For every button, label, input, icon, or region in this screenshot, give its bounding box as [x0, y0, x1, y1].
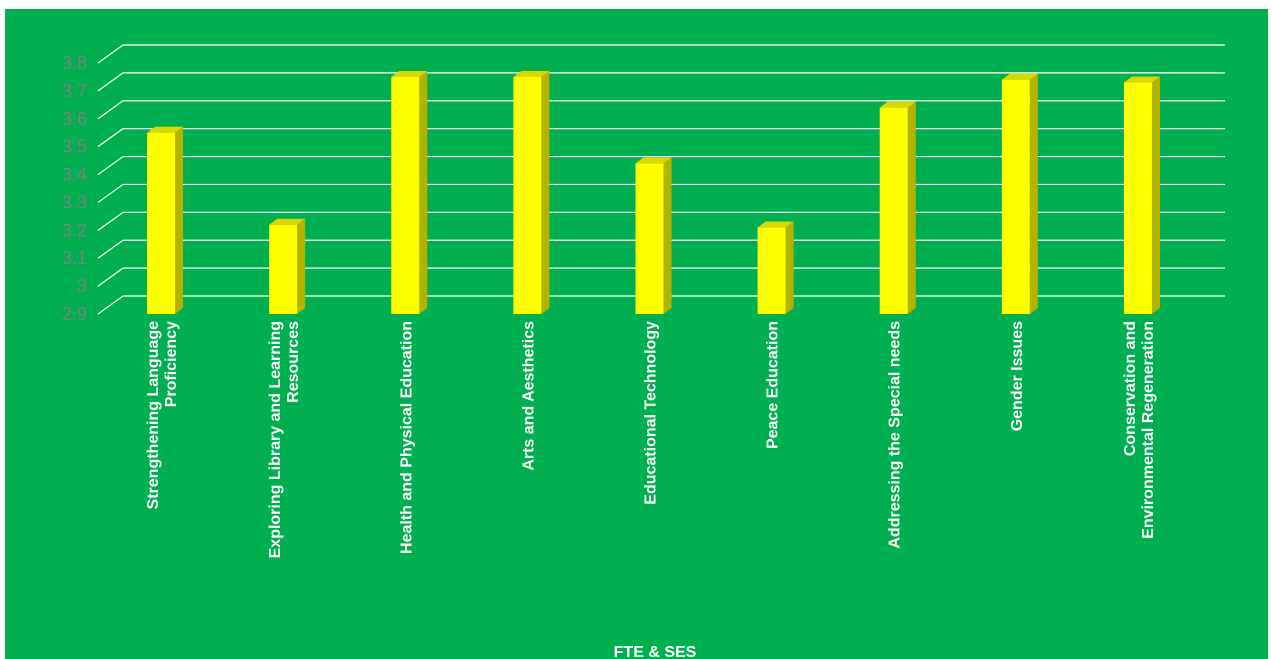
bar-side — [907, 101, 916, 314]
bar-front — [879, 107, 908, 314]
x-tick-label-line: Exploring Library and Learning — [267, 321, 284, 558]
bar-top — [879, 101, 916, 108]
bar-top — [391, 70, 428, 77]
x-tick-label-line: Gender Issues — [1009, 321, 1026, 431]
bar-top — [1123, 76, 1160, 83]
bar-front — [513, 76, 542, 314]
bar-front — [269, 224, 298, 314]
bar — [635, 157, 672, 314]
x-tick-label: Educational Technology — [643, 321, 660, 505]
y-tick-label: 3.1 — [62, 248, 87, 268]
bar-top — [147, 126, 184, 133]
x-tick-label-line: Conservation and — [1122, 321, 1139, 456]
bar — [513, 70, 550, 314]
gridline-depth — [97, 211, 124, 231]
x-tick-label-line: Strengthening Language — [145, 321, 162, 510]
bar — [1001, 73, 1038, 314]
bar-side — [1151, 76, 1160, 315]
x-tick-label-line: Environmental Regeneration — [1140, 321, 1157, 539]
y-tick-label: 3.2 — [62, 220, 87, 240]
gridline-depth — [97, 100, 124, 120]
y-tick-label: 3.8 — [62, 53, 87, 73]
bar-side — [663, 157, 672, 314]
x-tick-label: Exploring Library and LearningResources — [267, 321, 302, 558]
bar-top — [269, 218, 306, 225]
x-tick-label-line: Health and Physical Education — [398, 321, 415, 554]
gridline-depth — [97, 183, 124, 203]
x-tick-label: Health and Physical Education — [398, 321, 415, 554]
bar-side — [419, 70, 428, 314]
x-tick-label-line: Peace Education — [765, 321, 782, 449]
bar — [1123, 76, 1160, 315]
bar-side — [785, 221, 794, 314]
gridline-depth — [97, 267, 124, 287]
y-tick-label: 2.9 — [62, 304, 87, 324]
bar-side — [1029, 73, 1038, 314]
bar-top — [513, 70, 550, 77]
x-tick-label: Strengthening LanguageProficiency — [145, 321, 180, 510]
gridline-depth — [97, 72, 124, 92]
y-tick-label: 3.7 — [62, 81, 87, 101]
x-tick-label: Conservation andEnvironmental Regenerati… — [1122, 321, 1157, 539]
x-tick-label-line: Educational Technology — [643, 321, 660, 505]
bar-front — [1001, 79, 1030, 314]
bar — [757, 221, 794, 314]
y-tick-label: 3.3 — [62, 192, 87, 212]
bars — [147, 70, 1160, 315]
bar — [879, 101, 916, 314]
bar-front — [147, 132, 176, 314]
x-tick-label: Peace Education — [765, 321, 782, 449]
gridlines — [97, 44, 1225, 315]
bar-chart: 2.9 3 3.1 3.2 3.3 3.4 3.5 3.6 3.7 3.8 Strengtheni… — [62, 44, 1225, 659]
bar-front — [1123, 82, 1152, 315]
chart-area: 2.9 3 3.1 3.2 3.3 3.4 3.5 3.6 3.7 3.8 Strengtheni… — [5, 9, 1268, 659]
gridline-depth — [97, 44, 124, 64]
x-tick-label-line: Addressing the Special needs — [887, 321, 904, 549]
gridline-depth — [97, 128, 124, 148]
x-axis-ticks: Strengthening LanguageProficiency Explori… — [145, 321, 1157, 558]
y-tick-label: 3.5 — [62, 137, 87, 157]
bar-front — [757, 227, 786, 314]
y-axis-ticks: 2.9 3 3.1 3.2 3.3 3.4 3.5 3.6 3.7 3.8 — [62, 53, 87, 324]
bar-front — [635, 163, 664, 314]
x-tick-label-line: Resources — [285, 321, 302, 403]
bar-side — [297, 218, 306, 314]
x-axis-title: FTE & SES — [614, 644, 697, 659]
gridline-depth — [97, 295, 124, 315]
x-tick-label-line: Proficiency — [163, 321, 180, 407]
bar-top — [1001, 73, 1038, 80]
x-tick-label: Addressing the Special needs — [887, 321, 904, 549]
x-tick-label-line: Arts and Aesthetics — [520, 321, 537, 471]
bar-side — [541, 70, 550, 314]
gridline-depth — [97, 239, 124, 259]
bar — [147, 126, 184, 314]
bar-side — [175, 126, 184, 314]
x-tick-label: Arts and Aesthetics — [520, 321, 537, 471]
bar — [269, 218, 306, 314]
bar — [391, 70, 428, 314]
y-tick-label: 3 — [77, 276, 87, 296]
x-tick-label: Gender Issues — [1009, 321, 1026, 431]
y-tick-label: 3.4 — [62, 165, 87, 185]
bar-top — [757, 221, 794, 228]
bar-top — [635, 157, 672, 164]
y-tick-label: 3.6 — [62, 109, 87, 129]
bar-front — [391, 76, 420, 314]
gridline-depth — [97, 156, 124, 176]
